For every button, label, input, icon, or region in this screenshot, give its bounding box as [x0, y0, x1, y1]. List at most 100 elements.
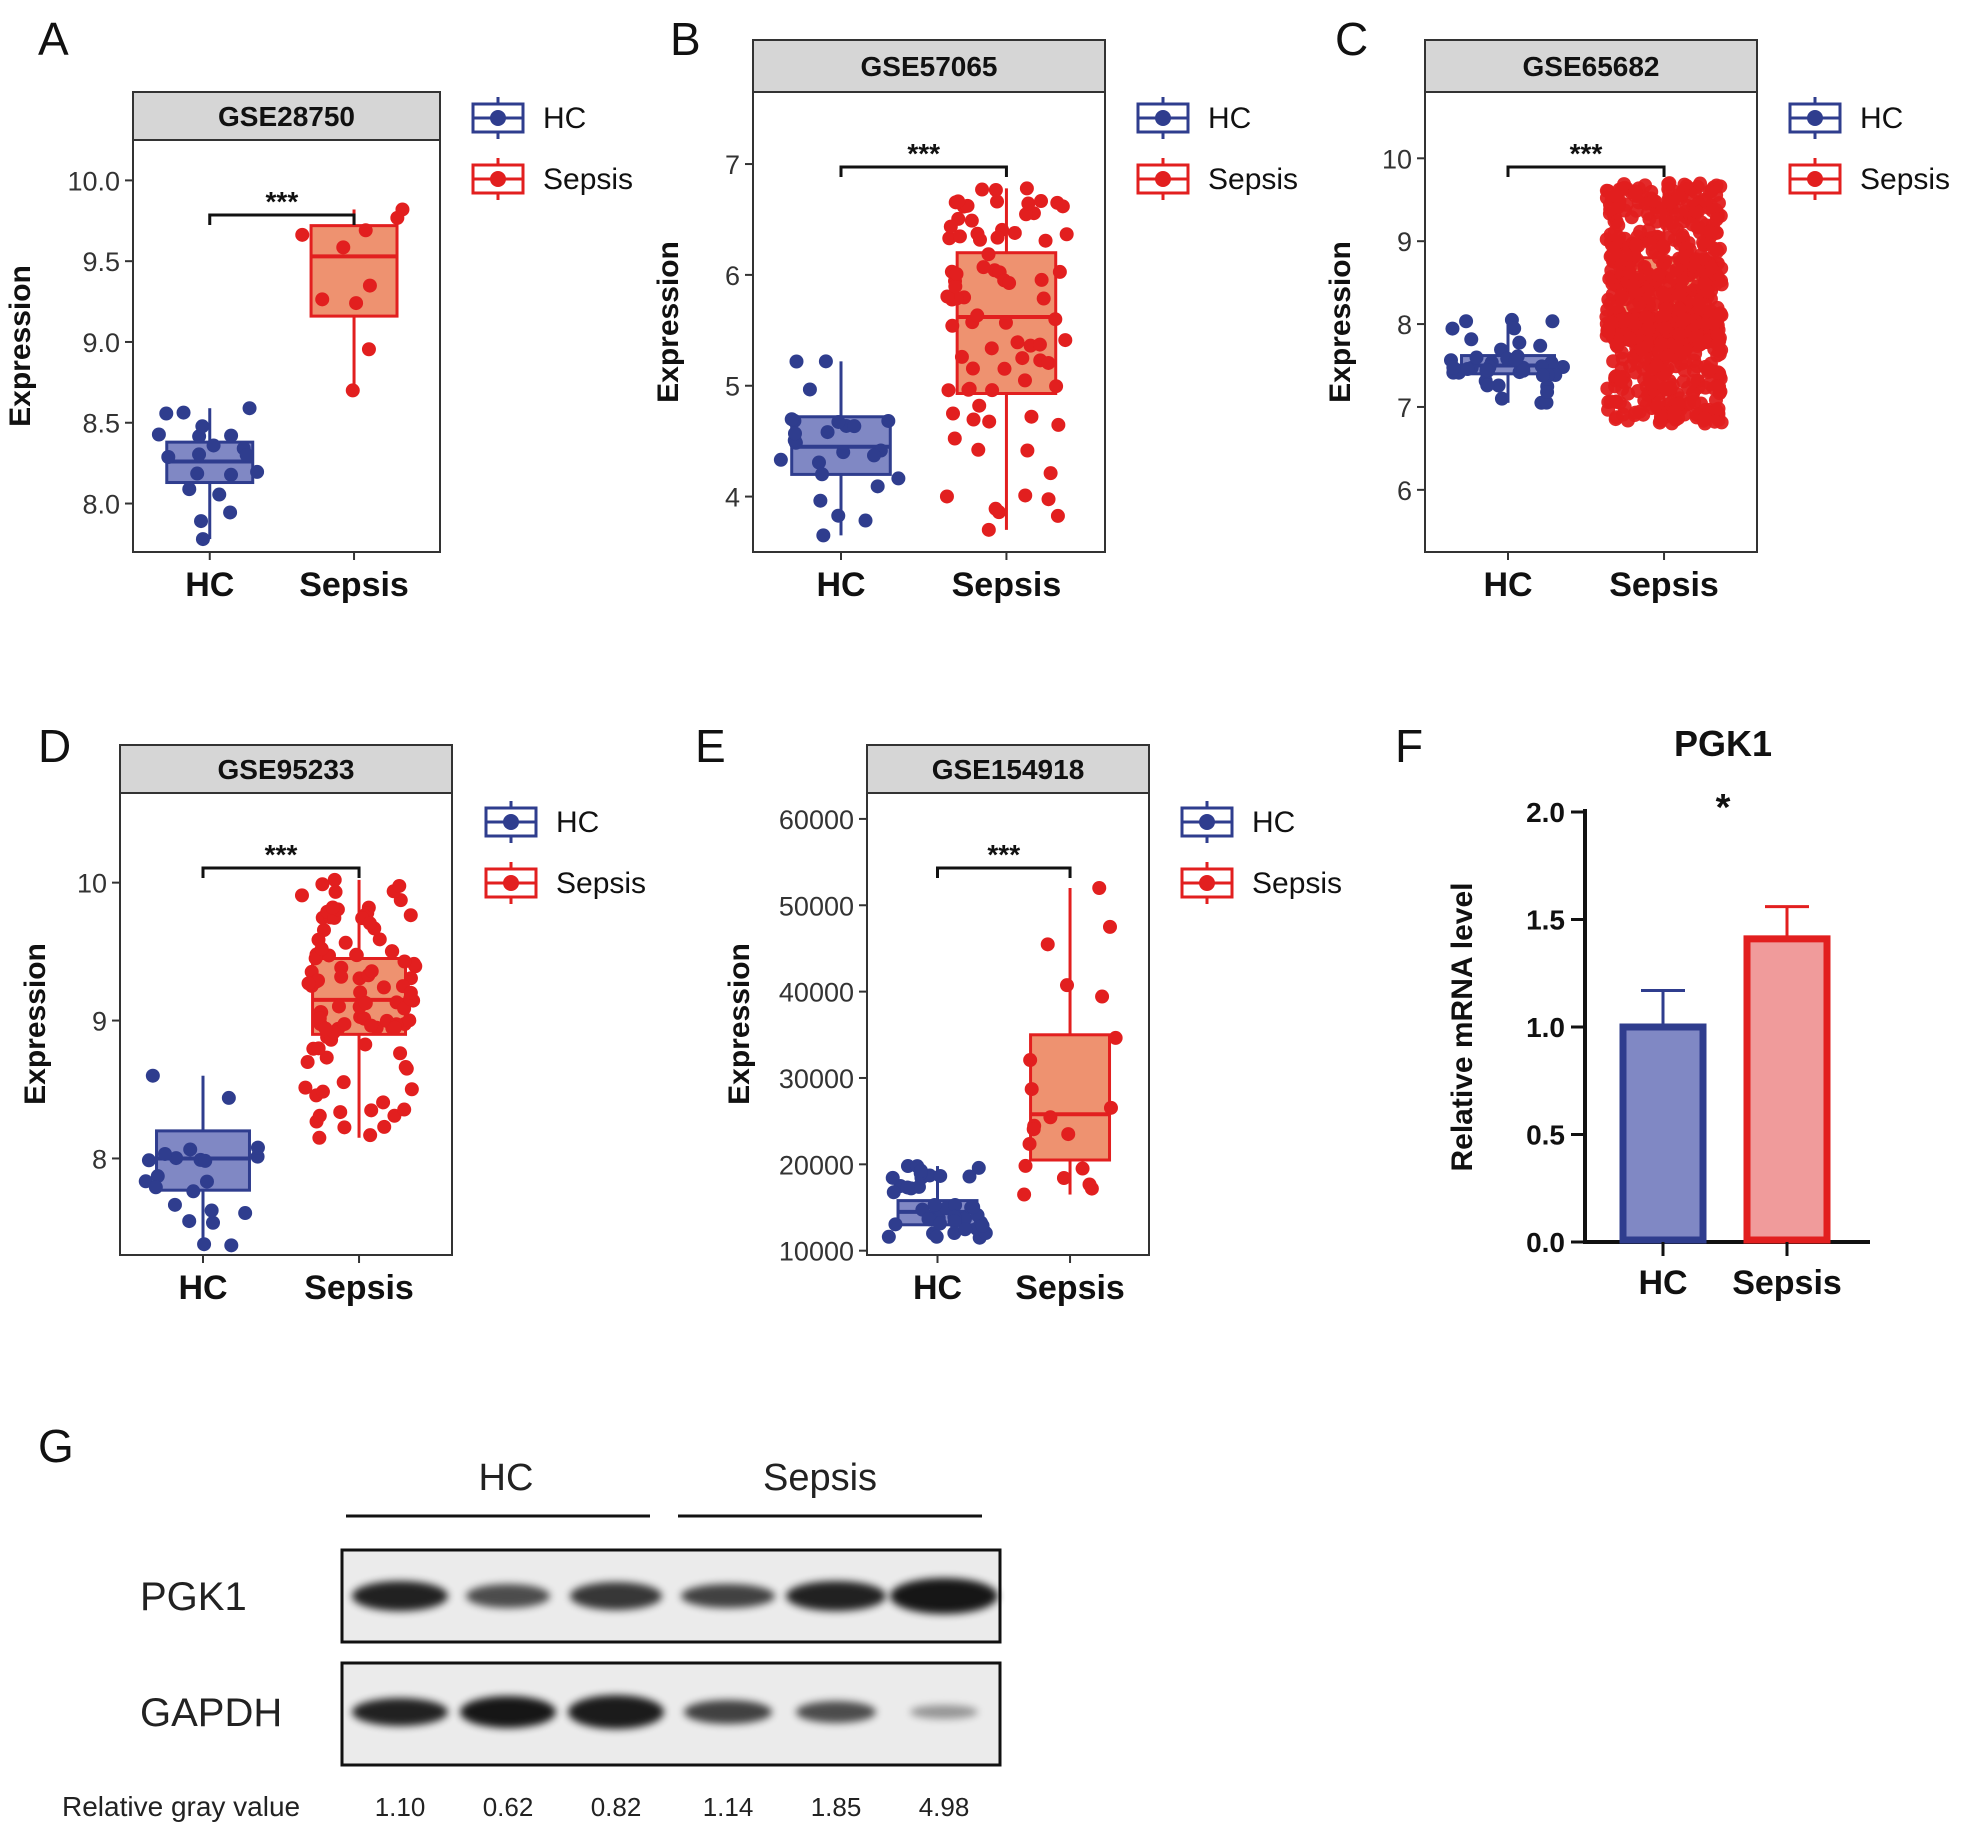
data-point [1622, 331, 1637, 346]
data-point [1632, 404, 1647, 419]
protein-band [684, 1700, 772, 1724]
data-point [197, 1237, 212, 1252]
y-tick-label: 8.0 [82, 490, 120, 520]
data-point [138, 1174, 153, 1189]
data-point [333, 1105, 348, 1120]
data-point [946, 406, 961, 421]
data-point [1007, 225, 1022, 240]
legend-item-hc: HC [484, 801, 599, 843]
protein-band [568, 1695, 664, 1729]
data-point [1660, 362, 1675, 377]
data-point [327, 872, 342, 887]
gray-value: 1.14 [703, 1792, 754, 1822]
data-point [403, 908, 418, 923]
data-point [1615, 351, 1630, 366]
data-point [315, 1084, 330, 1099]
data-point [358, 996, 373, 1011]
data-point [403, 985, 418, 1000]
data-point [1657, 307, 1672, 322]
legend-key-point [1807, 171, 1823, 187]
data-point [1626, 299, 1641, 314]
data-point [1671, 188, 1686, 203]
legend-label: Sepsis [543, 163, 633, 196]
data-point [1677, 177, 1692, 192]
data-point [954, 349, 969, 364]
y-tick-label: 8 [92, 1144, 107, 1174]
facet-strip [132, 91, 441, 141]
data-point [223, 505, 238, 520]
data-point [1637, 393, 1652, 408]
blot-gapdh: GAPDH [140, 1661, 1002, 1767]
data-point [921, 1211, 936, 1226]
panel-letter: B [670, 13, 701, 65]
blot-membrane [340, 1661, 1002, 1767]
x-tick-label: HC [1483, 566, 1532, 604]
data-point [820, 425, 835, 440]
data-point [393, 1046, 408, 1061]
data-point [1022, 1136, 1037, 1151]
data-point [338, 935, 353, 950]
data-point [1685, 387, 1700, 402]
data-point [1019, 207, 1034, 222]
data-point [1051, 417, 1066, 432]
data-point [947, 431, 962, 446]
data-point [1604, 315, 1619, 330]
panel-letter: G [38, 1420, 74, 1472]
panel-c: C GSE65682 6 7 8 9 10 Expression *** HC Sepsis HC Se… [1324, 13, 1950, 604]
data-point [1018, 1158, 1033, 1173]
data-point [1669, 339, 1684, 354]
y-tick-label: 20000 [779, 1150, 854, 1180]
chart-title: PGK1 [1674, 723, 1772, 764]
data-point [881, 413, 896, 428]
data-point [150, 1169, 165, 1184]
data-point [1667, 404, 1682, 419]
data-point [1665, 215, 1680, 230]
data-point [224, 428, 239, 443]
legend-item-sepsis: Sepsis [484, 862, 646, 904]
significance-bracket [839, 165, 1008, 177]
protein-band [796, 1701, 876, 1723]
data-point [1084, 1181, 1099, 1196]
data-point [376, 1095, 391, 1110]
legend-key-point [1199, 875, 1215, 891]
box-sepsis [939, 181, 1074, 537]
data-point [224, 467, 239, 482]
data-point [384, 944, 399, 959]
x-tick-label: Sepsis [304, 1269, 414, 1307]
data-point [349, 296, 364, 311]
legend-label: HC [543, 102, 586, 135]
panel-letter: E [695, 720, 726, 772]
data-point [195, 419, 210, 434]
data-point [1545, 314, 1560, 329]
data-point [1621, 386, 1636, 401]
y-axis-label: Expression [4, 265, 37, 427]
data-point [1658, 321, 1673, 336]
data-point [1056, 1171, 1071, 1186]
data-point [831, 508, 846, 523]
data-point [1689, 329, 1704, 344]
x-tick-label: HC [178, 1269, 227, 1307]
data-point [1710, 328, 1725, 343]
data-point [816, 528, 831, 543]
data-point [1622, 265, 1637, 280]
data-point [1480, 378, 1495, 393]
data-point [1540, 385, 1555, 400]
data-point [1655, 238, 1670, 253]
data-point [948, 1198, 963, 1213]
data-point [325, 900, 340, 915]
data-point [1614, 289, 1629, 304]
data-point [1654, 337, 1669, 352]
data-point [206, 1215, 221, 1230]
data-point [1629, 238, 1644, 253]
legend-item-sepsis: Sepsis [1180, 862, 1342, 904]
legend-label: HC [1252, 806, 1295, 839]
panel-letter: C [1335, 13, 1368, 65]
significance-label: *** [1570, 138, 1603, 169]
data-point [1627, 351, 1642, 366]
data-point [1714, 277, 1729, 292]
data-point [1479, 363, 1494, 378]
protein-band [570, 1582, 662, 1610]
data-point [966, 1200, 981, 1215]
data-point [1602, 271, 1617, 286]
